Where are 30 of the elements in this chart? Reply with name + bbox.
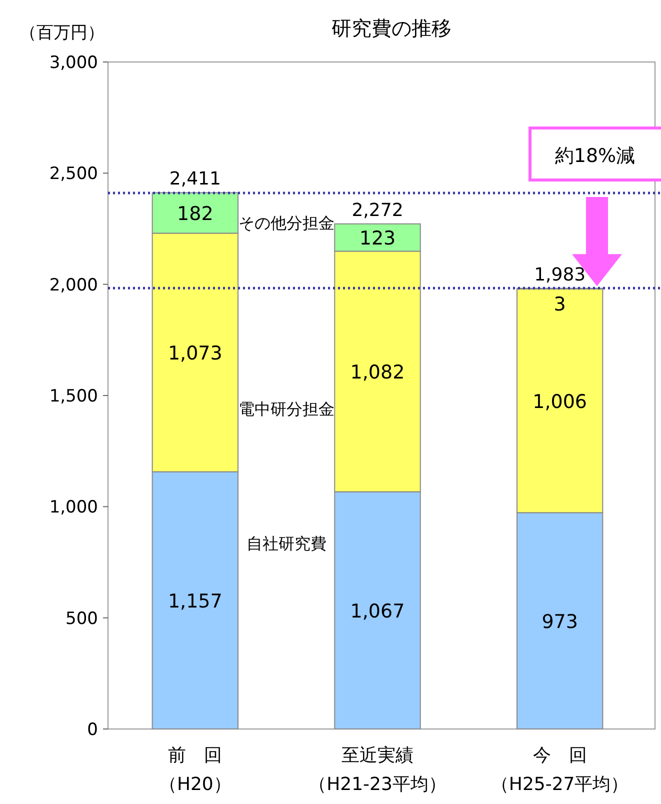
- x-tick-label: 今 回（H25-27平均）: [490, 745, 629, 795]
- y-axis-title: （百万円）: [20, 23, 104, 43]
- y-tick-label: 500: [66, 608, 98, 629]
- y-tick-label: 2,000: [49, 275, 98, 296]
- data-label: 1,082: [350, 361, 405, 384]
- data-label: 1,006: [532, 390, 588, 413]
- data-label: 973: [542, 610, 578, 633]
- y-tick-label: 0: [87, 720, 98, 740]
- y-tick-label: 2,500: [49, 164, 98, 184]
- data-label: 1,067: [350, 600, 405, 622]
- data-label: 3: [554, 293, 566, 316]
- chart-title: 研究費の推移: [332, 16, 452, 40]
- series-label: 自社研究費: [246, 534, 326, 553]
- total-label: 2,411: [169, 168, 221, 190]
- data-label: 123: [359, 228, 396, 250]
- data-label: 1,157: [168, 590, 222, 612]
- y-tick-label: 3,000: [49, 53, 98, 73]
- note0: 約18%減: [528, 126, 661, 182]
- y-tick-label: 1,500: [49, 386, 98, 406]
- y-tick-label: 1,000: [49, 498, 98, 518]
- annotation: 約18%減: [554, 145, 636, 167]
- series-label: 電中研分担金: [238, 400, 334, 419]
- total-label: 1,983: [534, 264, 586, 286]
- total-label: 2,272: [352, 200, 404, 221]
- data-label: 1,073: [168, 342, 222, 364]
- data-label: 182: [177, 202, 214, 225]
- x-tick-label: 前 回（H20）: [158, 745, 232, 795]
- bar: [516, 288, 604, 514]
- x-tick-label: 至近実績（H21-23平均）: [308, 745, 446, 795]
- series-label: その他分担金: [238, 214, 334, 233]
